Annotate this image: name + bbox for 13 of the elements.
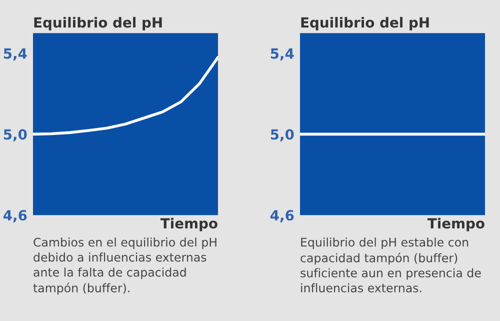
chart-title: Equilibrio del pH [34, 16, 162, 30]
chart-title: Equilibrio del pH [301, 16, 429, 30]
y-tick-label: 5,0 [270, 129, 294, 142]
text: Cambios en el equilibrio del pH debido a influencias externas ante la falta de capacidad tampón (buffer). [33, 238, 216, 295]
x-axis-title: Tiempo [160, 218, 218, 232]
x-axis-title: Tiempo [427, 218, 484, 232]
y-tick-label: 5,0 [4, 129, 27, 142]
line-series [33, 56, 218, 136]
text: Equilibrio del pH estable con capacidad tampón (buffer) suficiente aun en presencia de influencias externas. [300, 238, 481, 292]
y-tick-label: 4,6 [270, 210, 294, 222]
y-tick-label: 5,4 [270, 48, 294, 61]
y-tick-label: 5,4 [4, 48, 27, 61]
y-tick-label: 4,6 [3, 210, 27, 222]
